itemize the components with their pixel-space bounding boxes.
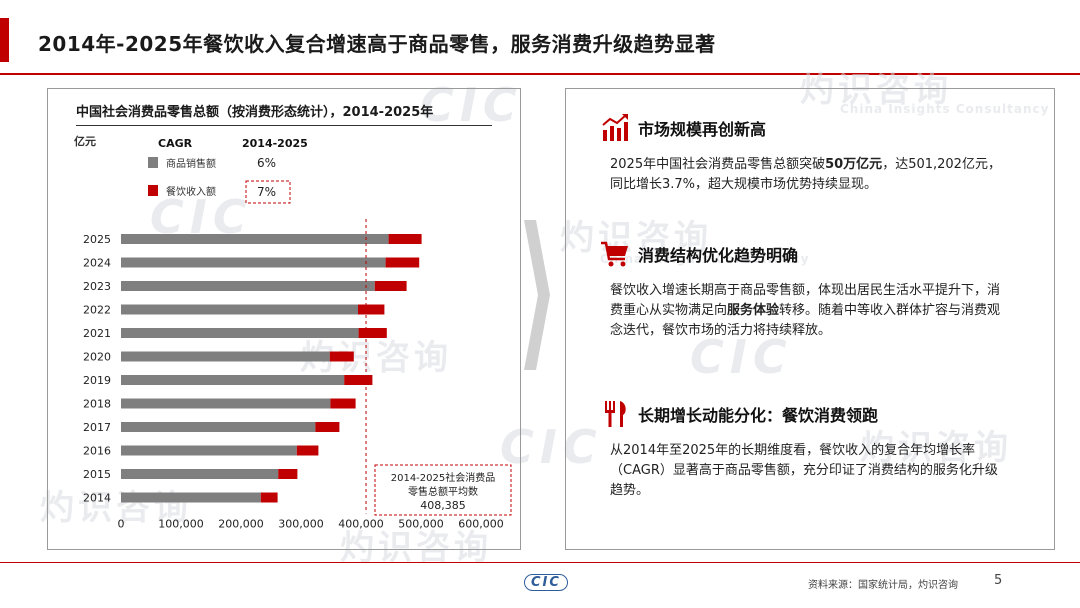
average-annotation-text: 2014-2025社会消费品: [391, 471, 496, 484]
source-note: 资料来源：国家统计局，灼识咨询: [808, 580, 958, 591]
bar-goods-2023: [121, 281, 375, 291]
section-title: 长期增长动能分化：餐饮消费领跑: [638, 406, 879, 425]
bar-group: [121, 234, 422, 503]
bar-catering-2017: [315, 422, 340, 432]
section-body: 餐饮收入增速长期高于商品零售额，体现出居民生活水平提升下，消费重心从实物满足向服…: [610, 283, 1001, 338]
footer-divider: [0, 562, 1080, 563]
bar-goods-2019: [121, 375, 345, 385]
section-growth-drivers: 长期增长动能分化：餐饮消费领跑 从2014年至2025年的长期维度看，餐饮收入的…: [600, 399, 1010, 501]
bar-catering-2021: [358, 328, 387, 338]
page-number: 5: [994, 573, 1003, 588]
title-accent-bar: [0, 18, 9, 62]
section-body: 从2014年至2025年的长期维度看，餐饮收入的复合年均增长率（CAGR）显著高…: [610, 443, 998, 498]
category-label: 2023: [83, 280, 111, 293]
section-consumption-structure: 消费结构优化趋势明确 餐饮收入增速长期高于商品零售额，体现出居民生活水平提升下，…: [600, 239, 1010, 341]
bar-catering-2018: [330, 398, 356, 409]
insights-panel: 市场规模再创新高 2025年中国社会消费品零售总额突破50万亿元，达501,20…: [565, 88, 1055, 550]
bar-catering-2025: [388, 234, 422, 244]
category-label: 2019: [83, 374, 111, 387]
shopping-cart-icon: [601, 241, 628, 267]
chevron-right-icon: [524, 220, 550, 370]
bar-catering-2023: [374, 281, 407, 291]
legend-label-goods: 商品销售额: [166, 157, 216, 170]
x-tick-label: 100,000: [158, 518, 204, 531]
category-label: 2020: [83, 351, 111, 364]
bar-catering-2015: [278, 469, 298, 479]
chart-panel: 中国社会消费品零售总额（按消费形态统计），2014-2025年 亿元 CAGR …: [47, 88, 521, 550]
bar-goods-2024: [121, 257, 386, 268]
legend-header-period: 2014-2025: [242, 137, 308, 150]
bar-chart: 亿元 CAGR 2014-2025 商品销售额 6% 餐饮收入额 7% 2014…: [74, 134, 512, 531]
category-label: 2022: [83, 304, 111, 317]
x-tick-label: 300,000: [278, 518, 324, 531]
legend-header-cagr: CAGR: [158, 137, 193, 150]
legend-label-catering: 餐饮收入额: [166, 185, 216, 198]
category-label: 2015: [83, 468, 111, 481]
cic-logo: CIC: [524, 574, 568, 591]
section-body: 2025年中国社会消费品零售总额突破50万亿元，达501,202亿元，同比增长3…: [610, 157, 1001, 192]
category-label: 2021: [83, 327, 111, 340]
cagr-highlight-box: [245, 180, 291, 204]
x-axis-tick-labels: 0 100,000 200,000 300,000 400,000 500,000 600,…: [118, 518, 504, 531]
section-title: 消费结构优化趋势明确: [638, 246, 799, 265]
category-label: 2016: [83, 445, 111, 458]
title-divider: [0, 73, 1080, 75]
x-tick-label: 200,000: [218, 518, 264, 531]
bar-catering-2024: [385, 257, 420, 268]
legend-swatch-goods: [148, 157, 158, 168]
y-unit-label: 亿元: [74, 134, 96, 148]
bar-goods-2021: [121, 328, 359, 338]
bar-catering-2016: [296, 445, 319, 456]
bar-goods-2025: [121, 234, 389, 244]
section-market-scale: 市场规模再创新高 2025年中国社会消费品零售总额突破50万亿元，达501,20…: [600, 113, 1010, 195]
x-tick-label: 500,000: [398, 518, 444, 531]
bar-goods-2014: [121, 492, 261, 503]
growth-chart-icon: [602, 114, 628, 141]
bar-catering-2022: [358, 304, 385, 315]
fork-knife-icon: [605, 401, 626, 427]
page-title: 2014年-2025年餐饮收入复合增速高于商品零售，服务消费升级趋势显著: [38, 32, 716, 56]
category-label: 2024: [83, 257, 111, 270]
bar-goods-2018: [121, 398, 331, 409]
category-label: 2017: [83, 421, 111, 434]
bar-goods-2016: [121, 445, 297, 456]
chart-title: 中国社会消费品零售总额（按消费形态统计），2014-2025年: [76, 105, 434, 120]
category-labels: 2014 2015 2016 2017 2018 2019 2020 2021 2022 2023…: [83, 233, 111, 505]
x-tick-label: 0: [118, 518, 125, 531]
legend-cagr-catering: 7%: [257, 185, 276, 199]
bar-goods-2020: [121, 351, 330, 362]
bar-goods-2017: [121, 422, 316, 432]
chart-title-divider: [76, 125, 492, 126]
x-tick-label: 600,000: [458, 518, 504, 531]
x-tick-label: 400,000: [338, 518, 384, 531]
bar-goods-2015: [121, 469, 279, 479]
average-annotation-value: 408,385: [420, 499, 466, 512]
bar-catering-2014: [260, 492, 278, 503]
legend-swatch-catering: [148, 185, 158, 196]
legend-cagr-goods: 6%: [257, 156, 276, 170]
bar-catering-2020: [329, 351, 354, 362]
bar-catering-2019: [344, 375, 373, 385]
section-title: 市场规模再创新高: [638, 120, 767, 139]
category-label: 2018: [83, 398, 111, 411]
category-label: 2025: [83, 233, 111, 246]
bar-goods-2022: [121, 304, 358, 315]
category-label: 2014: [83, 492, 111, 505]
average-annotation-box: [374, 464, 512, 516]
average-annotation-text-2: 零售总额平均数: [408, 485, 478, 498]
